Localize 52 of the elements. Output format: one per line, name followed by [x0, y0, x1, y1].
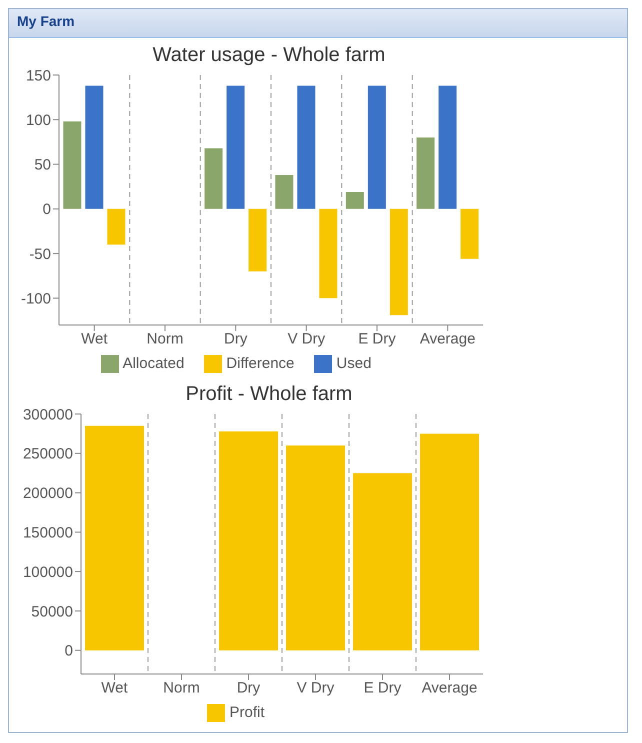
y-tick-label: 150000: [22, 524, 73, 542]
text: My Farm: [17, 13, 75, 29]
bar: [420, 434, 480, 650]
y-tick-label: 50000: [31, 603, 73, 620]
bar: [248, 208, 267, 272]
x-tick-label: E Dry: [358, 330, 396, 348]
y-tick-label: 50: [34, 156, 51, 174]
x-tick-label: Dry: [224, 330, 248, 348]
legend-label: Profit: [229, 704, 264, 721]
bar: [460, 208, 479, 259]
bar: [438, 86, 457, 209]
x-tick-label: Wet: [81, 330, 108, 348]
bar: [63, 121, 82, 209]
x-tick-label: Average: [422, 680, 478, 697]
bar: [286, 446, 346, 650]
y-tick-label: 250000: [22, 446, 73, 463]
y-tick-label: 0: [64, 642, 73, 660]
bar: [107, 208, 126, 245]
x-tick-label: V Dry: [296, 680, 335, 697]
bar: [85, 86, 104, 209]
x-tick-label: E Dry: [364, 680, 402, 697]
y-tick-label: 150: [26, 67, 51, 84]
bar: [204, 148, 223, 209]
x-tick-label: Wet: [101, 680, 129, 697]
bar: [390, 208, 408, 316]
y-tick-label: -100: [20, 290, 51, 308]
bar: [297, 86, 316, 209]
y-tick-label: 200000: [22, 485, 73, 502]
x-tick-label: Dry: [236, 680, 261, 697]
chart-title: Water usage - Whole farm: [152, 44, 386, 67]
bar: [275, 174, 294, 209]
bar: [416, 137, 435, 209]
chart-title: Profit - Whole farm: [184, 383, 354, 406]
y-tick-label: 100000: [22, 564, 73, 581]
y-tick-label: 100: [26, 112, 51, 129]
y-tick-label: -50: [29, 246, 51, 263]
x-tick-label: Norm: [163, 680, 200, 697]
y-tick-label: 300000: [22, 406, 73, 424]
bar: [346, 192, 364, 209]
bar: [368, 86, 386, 209]
legend-label: Difference: [226, 354, 294, 372]
legend-label: Used: [336, 354, 372, 372]
bar: [85, 426, 144, 650]
x-tick-label: Norm: [146, 330, 184, 348]
bar: [353, 473, 412, 650]
bar: [226, 86, 245, 209]
bar: [219, 431, 278, 650]
y-tick-label: 0: [42, 201, 51, 218]
x-tick-label: V Dry: [288, 330, 326, 348]
legend-label: Allocated: [122, 354, 184, 372]
x-tick-label: Average: [420, 330, 476, 348]
bar: [319, 208, 338, 298]
